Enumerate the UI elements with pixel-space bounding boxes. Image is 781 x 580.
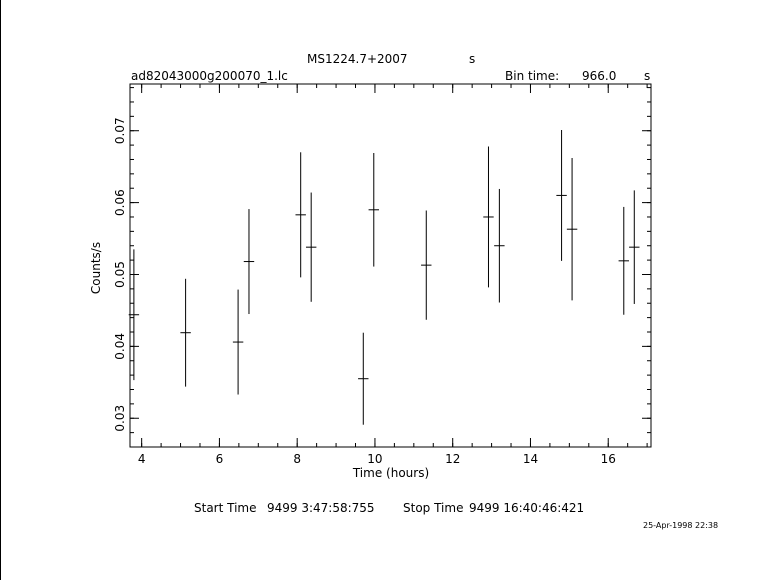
stop-time-value: 9499 16:40:46:421 <box>469 501 585 515</box>
y-tick-label: 0.03 <box>113 405 127 432</box>
x-tick-label: 8 <box>293 452 301 466</box>
data-point <box>629 190 640 304</box>
y-tick-label: 0.05 <box>113 261 127 288</box>
x-axis-label: Time (hours) <box>352 466 429 480</box>
object-title-unit: s <box>469 52 476 66</box>
x-tick-label: 6 <box>216 452 224 466</box>
x-tick-label: 10 <box>367 452 382 466</box>
y-tick-label: 0.04 <box>113 333 127 360</box>
timestamp: 25-Apr-1998 22:38 <box>643 521 719 530</box>
data-point <box>421 210 432 320</box>
data-point <box>618 206 629 315</box>
x-tick-label: 12 <box>445 452 460 466</box>
y-tick-label: 0.06 <box>113 189 127 216</box>
plot-frame <box>129 83 652 448</box>
data-point <box>305 192 317 302</box>
data-point <box>295 152 306 278</box>
start-time-value: 9499 3:47:58:755 <box>267 501 375 515</box>
y-axis-label: Counts/s <box>89 242 103 294</box>
data-point <box>368 153 379 267</box>
object-title: MS1224.7+2007 <box>307 52 408 66</box>
data-point <box>128 249 140 381</box>
data-point <box>232 289 244 395</box>
x-tick-label: 4 <box>138 452 146 466</box>
data-point <box>483 146 494 288</box>
bin-time-label: Bin time: <box>505 69 560 83</box>
window-left-border <box>0 0 1 580</box>
x-tick-label: 14 <box>523 452 538 466</box>
bin-time-unit: s <box>644 69 651 83</box>
data-point <box>358 332 369 425</box>
data-point <box>566 158 578 301</box>
stop-time-label: Stop Time <box>403 501 464 515</box>
data-point <box>243 209 255 315</box>
data-point <box>180 278 191 387</box>
data-point <box>556 130 567 261</box>
file-name: ad82043000g200070_1.lc <box>131 69 288 83</box>
y-tick-label: 0.07 <box>113 117 127 144</box>
bin-time-value: 966.0 <box>582 69 617 83</box>
start-time-label: Start Time <box>194 501 257 515</box>
data-point <box>494 188 505 303</box>
x-tick-label: 16 <box>601 452 616 466</box>
